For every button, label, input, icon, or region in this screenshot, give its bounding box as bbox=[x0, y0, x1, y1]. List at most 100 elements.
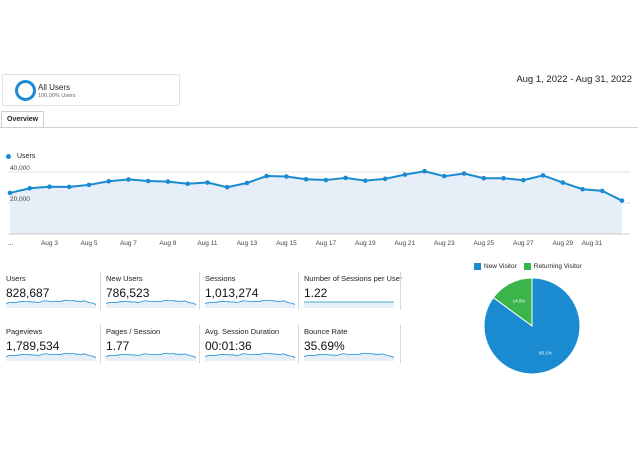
users-data-point[interactable] bbox=[580, 186, 585, 192]
x-tick-label: Aug 19 bbox=[355, 240, 376, 247]
users-data-point[interactable] bbox=[303, 176, 309, 182]
sparkline-line bbox=[205, 352, 295, 358]
metric-value: 1,789,534 bbox=[6, 339, 60, 353]
users-data-point[interactable] bbox=[422, 168, 427, 174]
y-tick-label: 40,000 bbox=[10, 165, 30, 172]
users-data-point[interactable] bbox=[205, 180, 210, 185]
metric-label: Users bbox=[6, 274, 26, 283]
users-data-point[interactable] bbox=[145, 178, 151, 184]
metric-sparkline bbox=[304, 301, 394, 308]
users-data-point[interactable] bbox=[402, 172, 408, 177]
metric-value: 786,523 bbox=[106, 286, 150, 300]
users-data-point[interactable] bbox=[481, 175, 487, 181]
pie-slice-new-visitor[interactable] bbox=[483, 277, 581, 375]
pie-slice-label: 85.1% bbox=[539, 351, 552, 356]
metric-value: 1.22 bbox=[304, 286, 328, 300]
metric-sparkline bbox=[106, 299, 196, 308]
chart-legend: Users bbox=[6, 153, 35, 160]
metric-card[interactable]: New Users 786,523 bbox=[106, 274, 196, 308]
users-data-point[interactable] bbox=[27, 185, 33, 191]
metric-value: 828,687 bbox=[6, 286, 50, 300]
users-data-point[interactable] bbox=[165, 179, 171, 184]
users-data-point[interactable] bbox=[560, 180, 566, 185]
users-data-point[interactable] bbox=[382, 176, 388, 182]
metric-card[interactable]: Avg. Session Duration 00:01:36 bbox=[205, 327, 295, 361]
x-tick-label: Aug 27 bbox=[513, 240, 534, 247]
users-data-point[interactable] bbox=[126, 177, 131, 182]
tab-bar: Overview bbox=[0, 111, 638, 128]
users-line-chart: 40,000 20,000... Aug 3 Aug 5 Aug 7 Aug 9 Aug 1… bbox=[7, 165, 630, 247]
metric-card[interactable]: Pageviews 1,789,534 bbox=[6, 327, 96, 361]
sparkline-line bbox=[106, 352, 196, 358]
users-data-point[interactable] bbox=[363, 178, 368, 183]
users-data-point[interactable] bbox=[323, 177, 329, 183]
metric-label: New Users bbox=[106, 274, 143, 283]
users-data-point[interactable] bbox=[520, 177, 526, 183]
users-data-point[interactable] bbox=[461, 171, 467, 176]
x-tick-label: Aug 17 bbox=[316, 240, 337, 247]
users-data-point[interactable] bbox=[442, 173, 447, 179]
metric-label: Bounce Rate bbox=[304, 327, 348, 336]
users-data-point[interactable] bbox=[540, 173, 546, 178]
users-data-point[interactable] bbox=[244, 180, 250, 186]
users-series-line bbox=[9, 170, 623, 202]
x-tick-label: Aug 3 bbox=[41, 240, 58, 247]
metric-card[interactable]: Users 828,687 bbox=[6, 274, 96, 308]
legend-dot-icon bbox=[6, 154, 11, 159]
users-data-point[interactable] bbox=[343, 175, 348, 181]
users-data-point[interactable] bbox=[106, 179, 112, 184]
users-data-point[interactable] bbox=[264, 173, 269, 179]
date-range-picker[interactable]: Aug 1, 2022 - Aug 31, 2022 bbox=[516, 74, 632, 85]
users-data-point[interactable] bbox=[66, 184, 72, 190]
sparkline-area bbox=[304, 302, 394, 308]
segment-card[interactable]: All Users 100.00% Users bbox=[2, 74, 180, 106]
users-data-point[interactable] bbox=[7, 190, 13, 196]
metric-divider bbox=[400, 272, 401, 310]
users-data-point[interactable] bbox=[619, 198, 625, 203]
metric-card[interactable]: Pages / Session 1.77 bbox=[106, 327, 196, 361]
sparkline-line bbox=[6, 352, 96, 358]
users-data-point[interactable] bbox=[501, 175, 506, 181]
pie-legend: New Visitor Returning Visitor bbox=[474, 263, 589, 270]
users-data-point[interactable] bbox=[599, 188, 605, 194]
metric-sparkline bbox=[106, 352, 196, 361]
metric-value: 1.77 bbox=[106, 339, 130, 353]
metric-card[interactable]: Sessions 1,013,274 bbox=[205, 274, 295, 308]
metric-label: Sessions bbox=[205, 274, 236, 283]
pie-legend-returning-visitor: Returning Visitor bbox=[523, 263, 582, 270]
metric-value: 00:01:36 bbox=[205, 339, 252, 353]
metric-card[interactable]: Number of Sessions per User 1.22 bbox=[304, 274, 402, 308]
metric-divider bbox=[298, 272, 299, 310]
metric-divider bbox=[400, 325, 401, 363]
metric-sparkline bbox=[205, 299, 295, 308]
x-tick-label: Aug 11 bbox=[197, 240, 218, 247]
metric-card[interactable]: Bounce Rate 35.69% bbox=[304, 327, 394, 361]
returning-visitor-swatch bbox=[523, 263, 531, 270]
segment-name: All Users bbox=[38, 83, 71, 92]
metric-sparkline bbox=[304, 352, 394, 361]
metric-divider bbox=[100, 272, 101, 310]
users-data-point[interactable] bbox=[224, 184, 230, 190]
metric-label: Number of Sessions per User bbox=[304, 274, 403, 283]
x-tick-label: Aug 25 bbox=[474, 240, 495, 247]
pie-legend-new-visitor-label: New Visitor bbox=[484, 263, 517, 270]
pie-legend-new-visitor: New Visitor bbox=[474, 263, 517, 270]
x-tick-label: Aug 13 bbox=[237, 240, 258, 247]
visitor-pie-chart: 14.9% 85.1% bbox=[483, 277, 581, 375]
metric-sparkline bbox=[6, 299, 96, 308]
users-data-point[interactable] bbox=[185, 181, 190, 187]
users-data-point[interactable] bbox=[284, 174, 289, 179]
metric-sparkline bbox=[6, 352, 96, 361]
users-data-point[interactable] bbox=[47, 184, 52, 190]
tab-overview[interactable]: Overview bbox=[1, 111, 45, 127]
pie-legend-returning-visitor-label: Returning Visitor bbox=[533, 263, 582, 270]
y-tick-label: 20,000 bbox=[10, 196, 30, 203]
sparkline-line bbox=[6, 299, 96, 305]
metric-divider bbox=[298, 325, 299, 363]
metric-divider bbox=[100, 325, 101, 363]
users-data-point[interactable] bbox=[86, 182, 92, 188]
x-tick-label: Aug 29 bbox=[552, 240, 573, 247]
segment-circle-icon bbox=[15, 80, 36, 101]
pie-slice-label: 14.9% bbox=[513, 298, 526, 303]
metric-sparkline bbox=[205, 352, 295, 361]
